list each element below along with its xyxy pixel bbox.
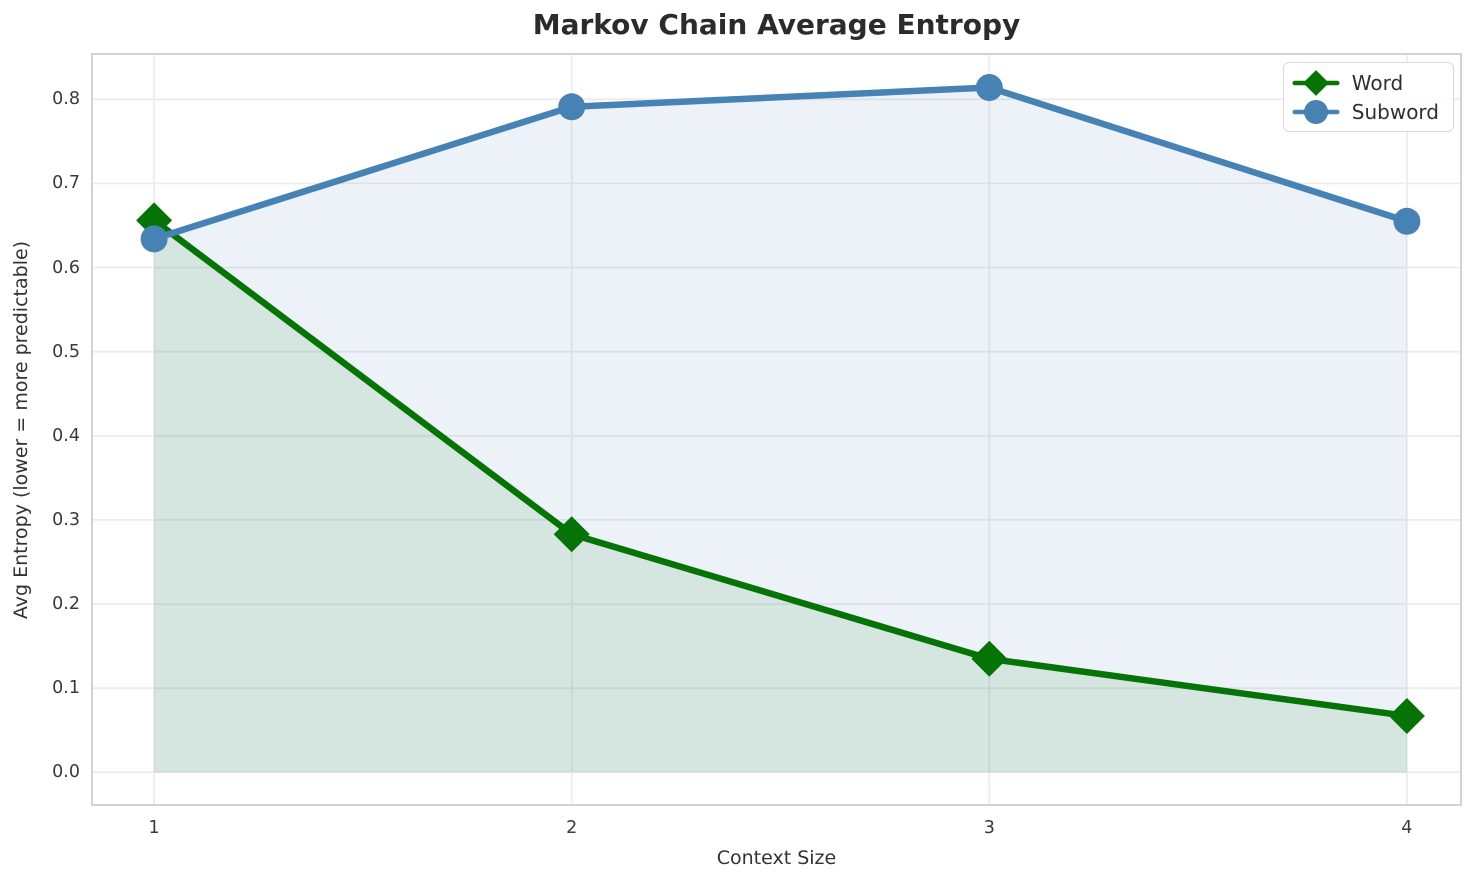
x-axis-label: Context Size [716,847,837,869]
y-tick-label: 0.8 [52,89,80,110]
legend: Word Subword [1282,62,1454,132]
legend-label-subword: Subword [1351,99,1439,124]
subword-legend-marker [1292,99,1340,124]
y-tick-label: 0.1 [52,678,80,699]
y-tick-label: 0.3 [52,509,80,530]
chart-svg [91,53,1462,806]
word-legend-marker [1292,69,1340,96]
x-tick-label: 2 [566,818,578,838]
legend-item-subword: Subword [1292,97,1439,126]
x-tick-label: 3 [983,818,995,838]
y-tick-label: 0.4 [52,425,80,446]
legend-item-word: Word [1292,68,1439,97]
y-tick-label: 0.6 [52,257,80,278]
plot-area: Word Subword [91,53,1462,806]
word-legend-diamond-icon [1302,69,1329,96]
x-tick-label: 4 [1401,818,1413,838]
subword-legend-circle-icon [1303,99,1328,124]
legend-label-word: Word [1351,70,1404,95]
y-tick-label: 0.5 [52,341,80,362]
y-tick-label: 0.0 [52,762,80,783]
x-tick-label: 1 [148,818,160,838]
chart-title: Markov Chain Average Entropy [532,8,1021,41]
y-tick-label: 0.2 [52,594,80,615]
y-tick-label: 0.7 [52,173,80,194]
